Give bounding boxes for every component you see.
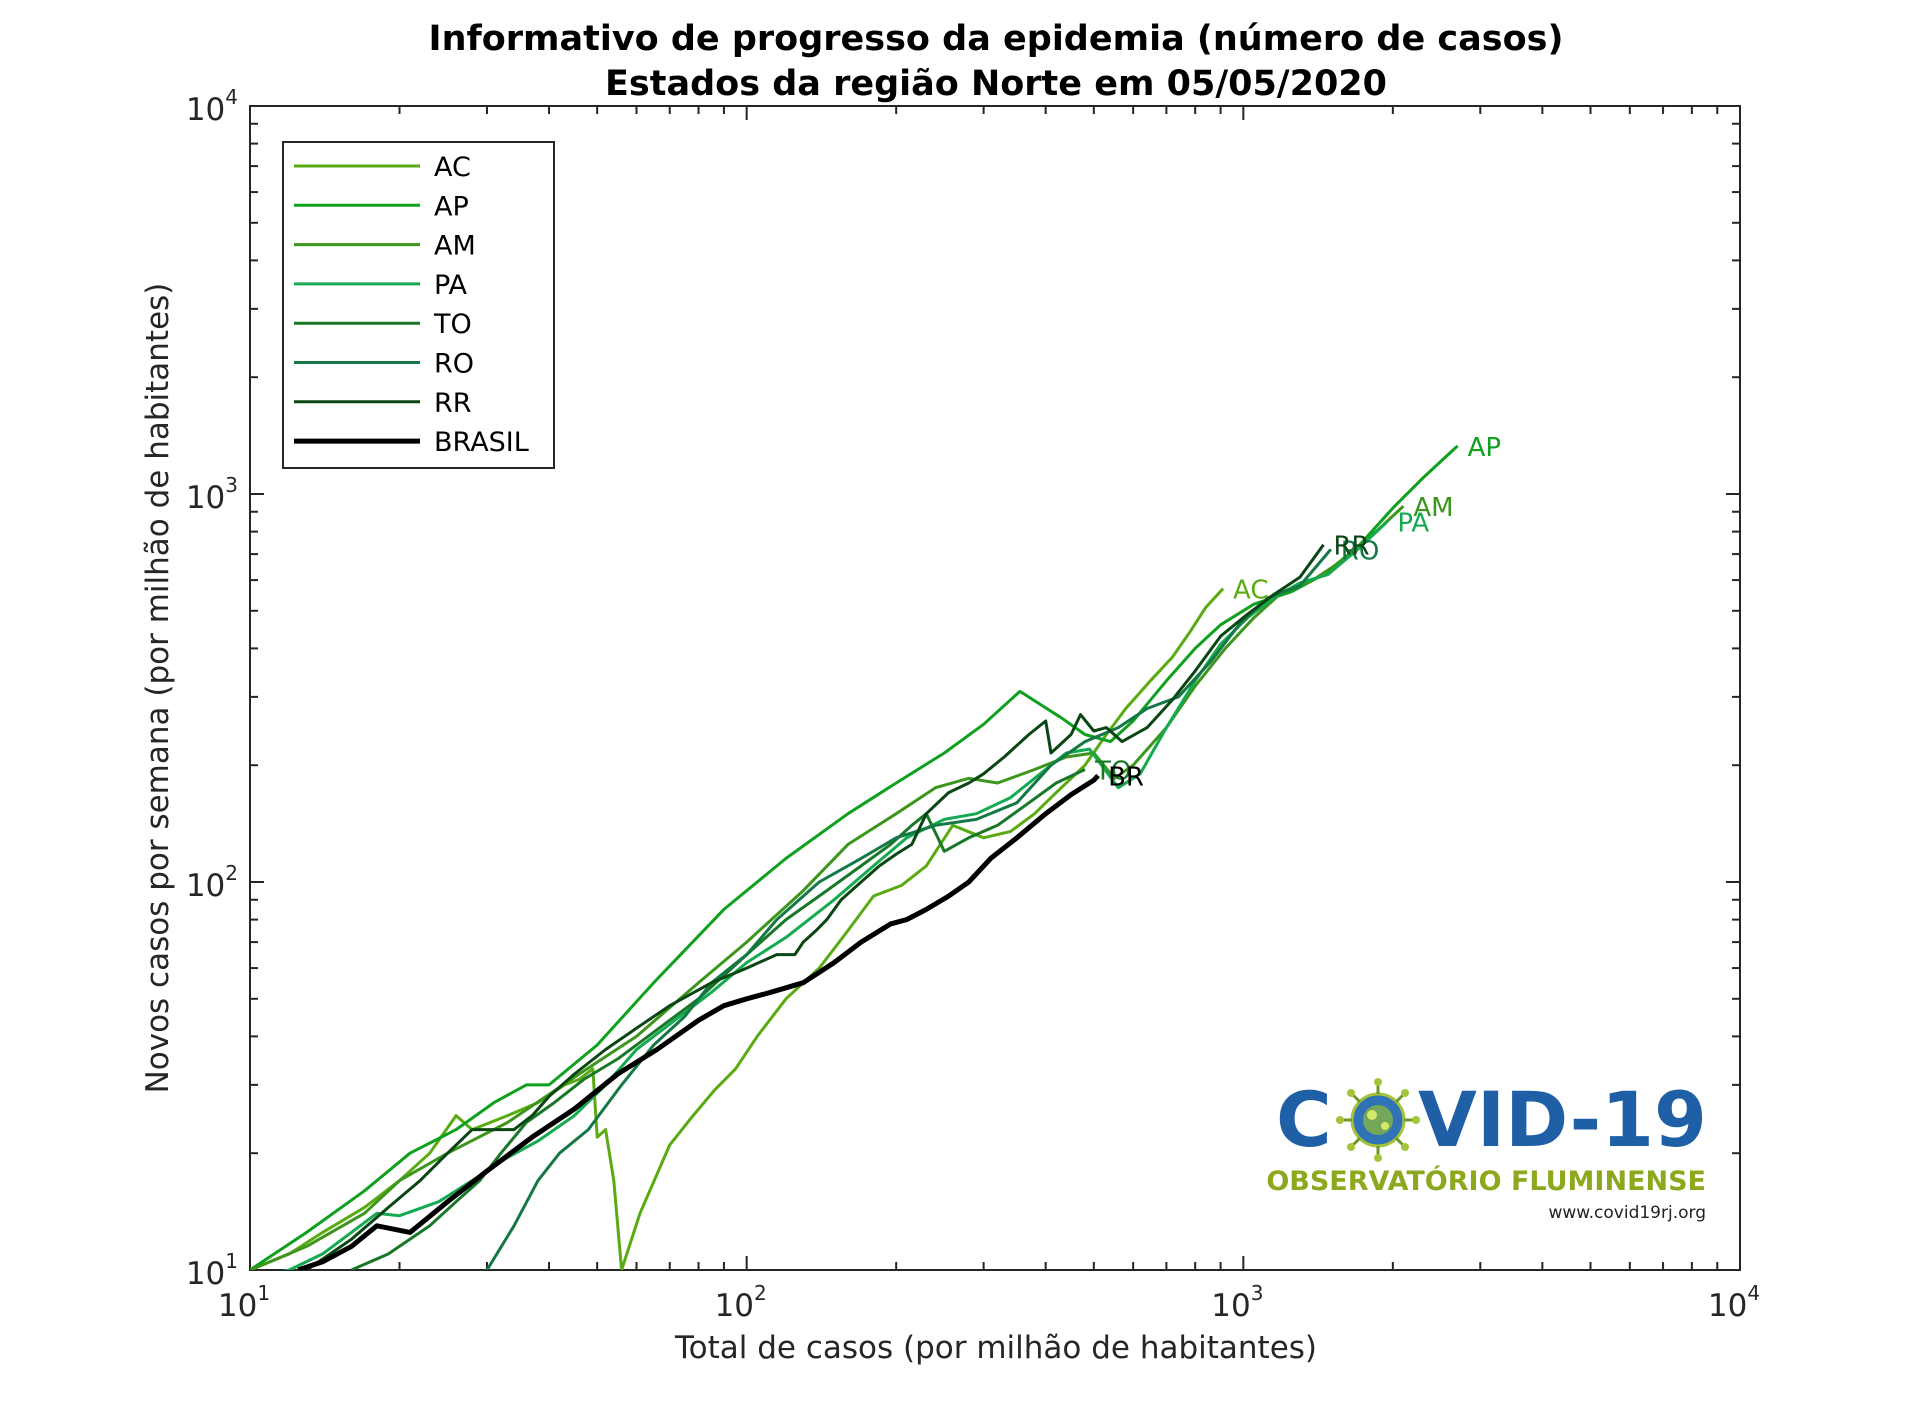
- series-layer: [250, 444, 1459, 1270]
- series-end-label-pa: PA: [1397, 508, 1429, 538]
- y-tick-label: 103: [186, 473, 238, 516]
- axis-ticks: [249, 105, 1741, 1271]
- legend-label-ap: AP: [434, 191, 469, 222]
- logo-url: www.covid19rj.org: [1548, 1203, 1706, 1223]
- legend-label-ro: RO: [434, 349, 474, 380]
- series-end-label-rr: RR: [1333, 532, 1369, 562]
- series-line-rr: [305, 543, 1325, 1270]
- logo-subtitle: OBSERVATÓRIO FLUMINENSE: [1266, 1165, 1706, 1197]
- y-tick-label: 102: [186, 861, 238, 904]
- legend-label-pa: PA: [434, 270, 468, 301]
- covid19-logo: C: [1266, 1075, 1707, 1223]
- logo-title-right: VID-19: [1418, 1075, 1707, 1164]
- y-tick-label: 104: [186, 85, 238, 128]
- series-line-pa: [282, 520, 1389, 1270]
- chart-subtitle: Estados da região Norte em 05/05/2020: [605, 64, 1387, 104]
- x-tick-label: 103: [1211, 1281, 1263, 1324]
- y-axis-label: Novos casos por semana (por milhão de ha…: [140, 283, 176, 1094]
- x-tick-label: 102: [715, 1281, 767, 1324]
- x-tick-label: 101: [218, 1281, 270, 1324]
- legend-label-to: TO: [433, 309, 472, 340]
- axis-tick-labels: 101 102 103 104 101 102 103 104: [186, 85, 1760, 1324]
- legend-label-brasil: BRASIL: [434, 427, 529, 458]
- legend-box: [282, 141, 555, 469]
- x-tick-label: 104: [1708, 1281, 1760, 1324]
- series-line-ap: [250, 444, 1459, 1270]
- legend-label-ac: AC: [434, 152, 471, 183]
- series-line-ro: [485, 548, 1332, 1270]
- series-end-label-to: TO: [1094, 756, 1131, 786]
- chart-title: Informativo de progresso da epidemia (nú…: [429, 19, 1564, 59]
- series-end-label-ro: RO: [1341, 536, 1380, 566]
- logo-title-left: C: [1276, 1075, 1332, 1164]
- series-end-label-ac: AC: [1233, 576, 1268, 606]
- x-axis-label: Total de casos (por milhão de habitantes…: [674, 1330, 1317, 1366]
- legend: AC AP AM PA TO RO RR BRASIL: [282, 141, 555, 469]
- legend-label-rr: RR: [434, 388, 472, 419]
- virus-icon: [1336, 1078, 1420, 1162]
- y-tick-label: 101: [186, 1249, 238, 1292]
- series-end-label-brasil: BR: [1108, 763, 1144, 793]
- legend-label-am: AM: [434, 231, 476, 262]
- series-end-label-am: AM: [1413, 493, 1453, 523]
- series-line-am: [250, 505, 1405, 1270]
- series-end-label-ap: AP: [1468, 433, 1501, 463]
- series-line-ac: [250, 587, 1225, 1270]
- series-line-brasil: [297, 773, 1100, 1270]
